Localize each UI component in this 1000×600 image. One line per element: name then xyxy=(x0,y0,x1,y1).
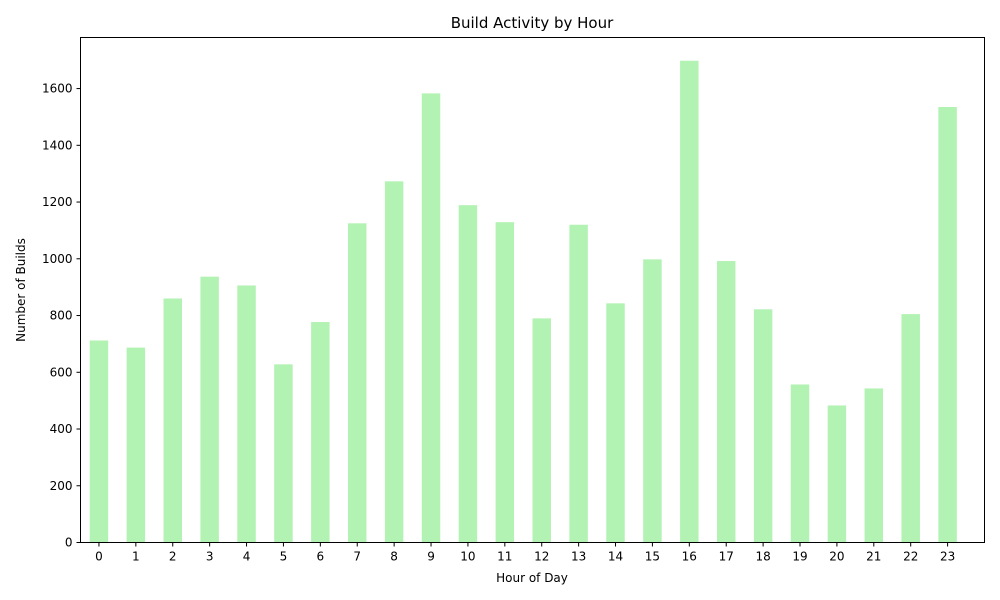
bar-hour-9 xyxy=(421,93,441,543)
x-axis-title: Hour of Day xyxy=(496,571,568,585)
bar-hour-8 xyxy=(384,181,404,543)
x-tick-label-5: 5 xyxy=(280,550,288,564)
x-tick-label-3: 3 xyxy=(206,550,214,564)
bar-hour-18 xyxy=(753,309,773,543)
bar-hour-17 xyxy=(716,261,736,543)
bar-hour-7 xyxy=(348,223,367,543)
bar-hour-21 xyxy=(864,388,884,543)
bar-hour-19 xyxy=(790,384,810,543)
bar-hour-3 xyxy=(200,276,219,543)
bar-hour-14 xyxy=(606,303,625,543)
bar-hour-5 xyxy=(274,364,293,543)
x-axis-ticks: 0 1 2 3 4 5 6 7 8 9 10 11 12 13 14 15 16 17 18 19 20 21 22 23 xyxy=(95,542,955,564)
bar-hour-13 xyxy=(569,224,588,543)
y-tick-label-1600: 1600 xyxy=(42,82,73,96)
x-tick-label-6: 6 xyxy=(317,550,325,564)
x-tick-label-22: 22 xyxy=(903,550,918,564)
y-tick-label-200: 200 xyxy=(50,479,73,493)
bar-hour-2 xyxy=(163,298,182,543)
x-tick-label-7: 7 xyxy=(353,550,361,564)
chart-title: Build Activity by Hour xyxy=(451,14,614,32)
x-tick-label-10: 10 xyxy=(460,550,475,564)
x-tick-label-4: 4 xyxy=(243,550,251,564)
bar-hour-16 xyxy=(680,60,699,543)
x-tick-label-2: 2 xyxy=(169,550,177,564)
x-tick-label-16: 16 xyxy=(682,550,697,564)
bar-hour-4 xyxy=(237,285,256,543)
y-tick-label-1200: 1200 xyxy=(42,195,73,209)
x-tick-label-12: 12 xyxy=(534,550,549,564)
x-tick-label-20: 20 xyxy=(829,550,844,564)
bar-hour-6 xyxy=(311,322,330,543)
plot-frame xyxy=(80,37,985,543)
x-tick-label-19: 19 xyxy=(792,550,807,564)
x-tick-label-9: 9 xyxy=(427,550,435,564)
y-tick-label-1000: 1000 xyxy=(42,252,73,266)
x-tick-label-23: 23 xyxy=(940,550,955,564)
y-axis-title: Number of Builds xyxy=(14,238,28,342)
bar-hour-20 xyxy=(827,405,847,543)
x-tick-label-21: 21 xyxy=(866,550,881,564)
x-tick-label-11: 11 xyxy=(497,550,512,564)
bar-hour-1 xyxy=(126,347,146,543)
x-tick-label-13: 13 xyxy=(571,550,586,564)
bar-hour-15 xyxy=(643,259,662,543)
y-tick-label-600: 600 xyxy=(50,365,73,379)
bar-hour-11 xyxy=(495,222,515,543)
y-tick-label-1400: 1400 xyxy=(42,138,73,152)
x-tick-label-8: 8 xyxy=(390,550,398,564)
bar-hour-22 xyxy=(901,314,920,543)
y-tick-label-800: 800 xyxy=(50,309,73,323)
bar-hour-12 xyxy=(532,318,551,543)
x-tick-label-17: 17 xyxy=(719,550,734,564)
x-tick-label-15: 15 xyxy=(645,550,660,564)
bar-hour-23 xyxy=(938,107,957,543)
bars-group xyxy=(89,60,957,543)
y-axis-ticks: 0 200 400 600 800 1000 1200 1400 1600 xyxy=(42,82,81,550)
y-tick-label-0: 0 xyxy=(65,536,73,550)
bar-hour-10 xyxy=(458,205,478,543)
x-tick-label-14: 14 xyxy=(608,550,623,564)
x-tick-label-18: 18 xyxy=(755,550,770,564)
y-tick-label-400: 400 xyxy=(50,422,73,436)
x-tick-label-0: 0 xyxy=(95,550,103,564)
bar-hour-0 xyxy=(89,340,109,543)
x-tick-label-1: 1 xyxy=(132,550,140,564)
